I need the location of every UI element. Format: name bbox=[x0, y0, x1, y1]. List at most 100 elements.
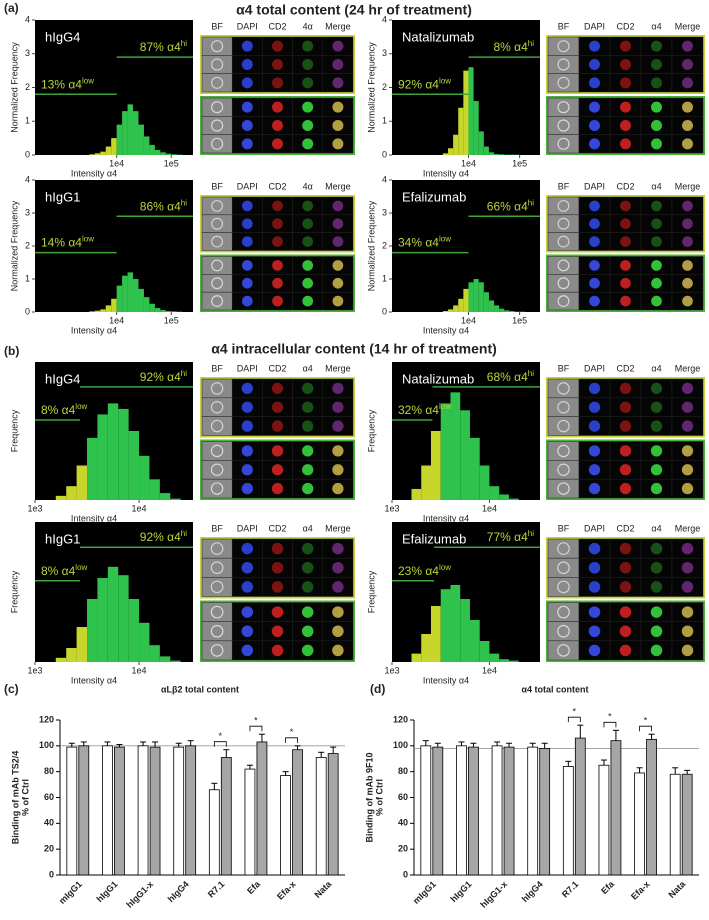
gallery-cell bbox=[547, 256, 580, 275]
cell-image bbox=[211, 76, 224, 89]
cell-image bbox=[210, 482, 224, 495]
cell-image bbox=[620, 236, 631, 247]
histogram-bar bbox=[504, 310, 510, 312]
cell-image bbox=[302, 464, 314, 476]
histogram-bar bbox=[460, 410, 470, 500]
cell-image bbox=[241, 77, 253, 89]
cell-image bbox=[302, 218, 314, 230]
y-tick-label: 3 bbox=[25, 48, 30, 58]
cell-image bbox=[557, 605, 570, 619]
gallery-header: CD2 bbox=[616, 363, 634, 373]
y-tick-label: 40 bbox=[44, 818, 54, 828]
x-tick-label: Efa-x bbox=[275, 879, 298, 902]
cell-image bbox=[650, 401, 663, 413]
x-tick-label: hIgG4 bbox=[166, 879, 191, 904]
histogram-title: Efalizumab bbox=[402, 189, 466, 204]
histogram-bar bbox=[66, 648, 77, 662]
gallery-header: α4 bbox=[651, 523, 661, 533]
x-tick-label: 1e3 bbox=[384, 503, 399, 513]
cell-image bbox=[210, 644, 224, 657]
x-tick-label: R7.1 bbox=[560, 879, 581, 900]
gallery-cell bbox=[201, 460, 233, 480]
cell-image bbox=[210, 419, 224, 433]
gallery-cell bbox=[547, 274, 580, 293]
histogram-bar bbox=[421, 465, 431, 500]
histogram-bar bbox=[105, 146, 112, 155]
significance-bracket bbox=[603, 721, 617, 728]
gate-label-sup: hi bbox=[528, 529, 534, 538]
cell-image bbox=[332, 581, 344, 593]
gallery-header: BF bbox=[558, 363, 570, 373]
cell-image bbox=[241, 260, 253, 271]
y-tick-label: 80 bbox=[44, 766, 54, 776]
cell-image bbox=[332, 562, 344, 574]
histogram-bar bbox=[165, 311, 172, 312]
gallery-header: CD2 bbox=[616, 21, 634, 31]
cell-image bbox=[302, 382, 314, 395]
bar bbox=[681, 773, 693, 876]
gate-label: 8% α4low bbox=[41, 563, 88, 578]
y-tick-label: 2 bbox=[382, 240, 387, 250]
cell-image bbox=[682, 59, 693, 70]
chart-title: α4 total content bbox=[521, 684, 588, 694]
gallery-header: DAPI bbox=[237, 363, 258, 373]
histogram-title: Natalizumab bbox=[402, 371, 474, 386]
cell-image bbox=[681, 445, 694, 457]
cell-image bbox=[620, 218, 631, 230]
bar bbox=[574, 737, 586, 876]
histogram-bar bbox=[149, 144, 155, 155]
gallery-header: α4 bbox=[303, 363, 313, 373]
cell-image bbox=[332, 101, 344, 113]
cell-image bbox=[557, 561, 570, 575]
x-tick-label: mIgG1 bbox=[411, 879, 438, 906]
cell-image bbox=[557, 401, 570, 414]
gallery-cell bbox=[201, 557, 233, 578]
gallery-header: DAPI bbox=[237, 181, 258, 191]
cell-image bbox=[241, 581, 254, 593]
cell-image bbox=[210, 624, 224, 638]
gallery-header: CD2 bbox=[616, 181, 634, 191]
cell-image bbox=[650, 562, 663, 574]
gallery-cell bbox=[201, 397, 233, 417]
gallery-cell bbox=[201, 621, 233, 642]
gallery-header: α4 bbox=[651, 21, 661, 31]
x-tick-label: 1e4 bbox=[132, 665, 147, 675]
cell-image bbox=[557, 624, 570, 638]
gate-label-sup: hi bbox=[528, 39, 534, 48]
gate-label: 34% α4low bbox=[398, 235, 451, 250]
gallery-header: Merge bbox=[325, 523, 351, 533]
cell-image bbox=[619, 542, 632, 555]
x-tick-label: hIgG1 bbox=[448, 879, 473, 904]
cell-image bbox=[588, 581, 601, 593]
gate-label: 86% α4hi bbox=[140, 198, 187, 213]
gallery-header: α4 bbox=[651, 181, 661, 191]
y-tick-label: 2 bbox=[25, 240, 30, 250]
histogram-bar bbox=[97, 578, 108, 662]
histogram-bar bbox=[94, 310, 101, 312]
cell-image bbox=[241, 420, 253, 432]
gate-label-text: 32% α4 bbox=[398, 403, 439, 417]
cell-image bbox=[241, 218, 253, 230]
x-tick-label: 1e4 bbox=[132, 503, 147, 513]
cell-image bbox=[589, 236, 600, 247]
x-tick-label: hIgG1-x bbox=[124, 879, 155, 910]
gallery-cell bbox=[201, 55, 233, 74]
cell-image bbox=[211, 119, 224, 132]
gate-label-text: 13% α4 bbox=[41, 77, 82, 91]
gallery-cell bbox=[547, 577, 580, 597]
x-tick-label: Efa-x bbox=[629, 879, 652, 902]
histogram-bar bbox=[94, 153, 101, 155]
histogram-bar bbox=[440, 403, 451, 500]
cell-image bbox=[557, 463, 570, 477]
bar bbox=[468, 746, 479, 876]
x-tick-label: 1e4 bbox=[461, 315, 476, 325]
gallery-cell bbox=[547, 134, 580, 154]
gallery-header: Merge bbox=[675, 523, 701, 533]
cell-image bbox=[241, 120, 253, 131]
gallery-cell bbox=[201, 538, 233, 559]
cell-image bbox=[302, 138, 314, 150]
cell-image bbox=[619, 401, 632, 413]
histogram-title: hIgG4 bbox=[45, 29, 80, 44]
cell-image bbox=[650, 464, 663, 476]
cell-image bbox=[272, 120, 283, 131]
